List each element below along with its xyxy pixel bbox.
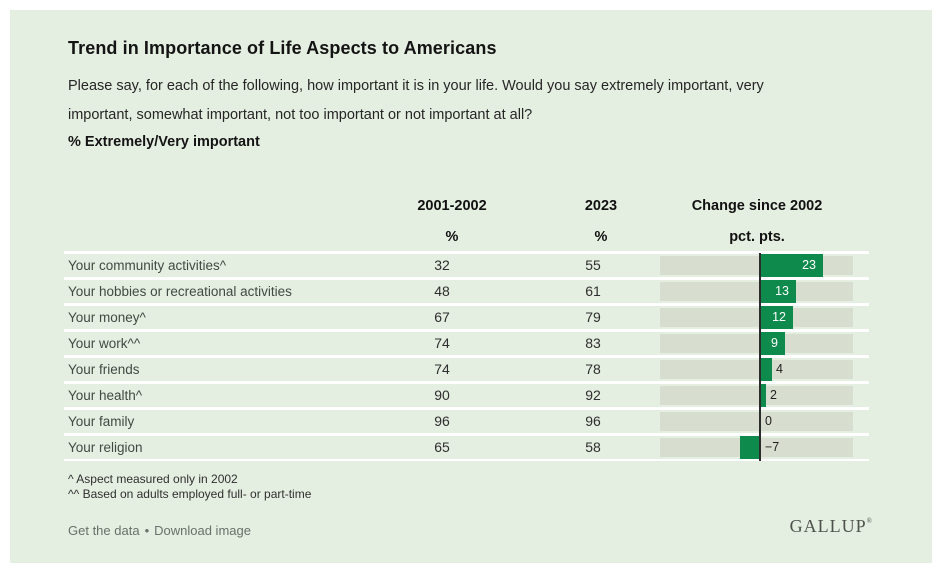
measure-label: % Extremely/Very important [68, 134, 260, 150]
change-value-label: 12 [772, 310, 786, 324]
survey-question: Please say, for each of the following, h… [68, 72, 888, 129]
value-2001-2002: 90 [434, 387, 450, 403]
value-2023: 92 [585, 387, 601, 403]
column-header-2001-2002: 2001-2002 [417, 198, 487, 214]
column-header-2023: 2023 [584, 198, 618, 214]
change-value-label: −7 [765, 440, 780, 454]
change-bar [761, 384, 766, 407]
table-row: Your work^^ 74 83 9 [64, 332, 869, 355]
table-row: Your friends 74 78 4 [64, 358, 869, 381]
table-row: Your religion 65 58 −7 [64, 436, 869, 459]
survey-question-line1: Please say, for each of the following, h… [68, 78, 764, 94]
column-unit-2001-2002: % [445, 229, 459, 245]
table-row: Your community activities^ 32 55 23 [64, 254, 869, 277]
column-unit-change: pct. pts. [729, 229, 785, 245]
gallup-logo-text: GALLUP [789, 516, 867, 536]
gallup-logo: GALLUP® [790, 516, 872, 537]
change-value-label: 0 [765, 414, 772, 428]
table-row: Your family 96 96 0 [64, 410, 869, 433]
footnote-2: ^^ Based on adults employed full- or par… [68, 486, 312, 501]
footer-separator: • [144, 523, 150, 538]
value-2023: 79 [585, 309, 601, 325]
value-2001-2002: 48 [434, 283, 450, 299]
page-title: Trend in Importance of Life Aspects to A… [68, 38, 497, 58]
get-the-data-link[interactable]: Get the data [68, 523, 140, 538]
change-bar-track [660, 256, 853, 275]
row-label: Your health^ [68, 388, 143, 403]
value-2001-2002: 96 [434, 413, 450, 429]
change-bar [761, 254, 823, 277]
row-label: Your religion [68, 440, 143, 455]
change-bar [761, 332, 785, 355]
value-2023: 61 [585, 283, 601, 299]
footnotes: ^ Aspect measured only in 2002 ^^ Based … [68, 472, 311, 501]
download-image-link[interactable]: Download image [154, 523, 251, 538]
change-bar-track [660, 412, 853, 431]
change-value-label: 9 [771, 336, 778, 350]
column-unit-2023: % [594, 229, 608, 245]
row-label: Your family [68, 414, 135, 429]
value-2001-2002: 32 [434, 257, 450, 273]
change-bar-track [660, 360, 853, 379]
row-label: Your hobbies or recreational activities [68, 284, 292, 299]
row-label: Your money^ [68, 310, 146, 325]
value-2023: 58 [585, 439, 601, 455]
row-label: Your friends [68, 362, 140, 377]
table-row: Your health^ 90 92 2 [64, 384, 869, 407]
row-label: Your work^^ [68, 336, 141, 351]
change-value-label: 23 [802, 258, 816, 272]
value-2023: 55 [585, 257, 601, 273]
change-bar [740, 436, 759, 459]
table-row: Your money^ 67 79 12 [64, 306, 869, 329]
footer-links: Get the data • Download image [68, 523, 251, 538]
change-bar [761, 358, 772, 381]
change-bar-track [660, 282, 853, 301]
value-2001-2002: 74 [434, 361, 450, 377]
value-2023: 78 [585, 361, 601, 377]
column-header-change: Change since 2002 [691, 198, 823, 214]
gallup-chart-card: Trend in Importance of Life Aspects to A… [10, 10, 932, 563]
table-row: Your hobbies or recreational activities 4… [64, 280, 869, 303]
value-2023: 96 [585, 413, 601, 429]
change-value-label: 4 [776, 362, 783, 376]
zero-axis-line [759, 253, 761, 461]
value-2001-2002: 65 [434, 439, 450, 455]
change-bar-track [660, 308, 853, 327]
change-bar-track [660, 386, 853, 405]
change-bar [761, 280, 796, 303]
change-bar [761, 306, 793, 329]
value-2001-2002: 67 [434, 309, 450, 325]
value-2023: 83 [585, 335, 601, 351]
change-bar-track [660, 334, 853, 353]
registered-mark-icon: ® [866, 517, 872, 525]
data-table: Your community activities^ 32 55 23 Your hob… [64, 251, 869, 461]
footnote-1: ^ Aspect measured only in 2002 [68, 472, 238, 486]
change-value-label: 13 [775, 284, 789, 298]
value-2001-2002: 74 [434, 335, 450, 351]
change-value-label: 2 [770, 388, 777, 402]
row-label: Your community activities^ [68, 258, 227, 273]
survey-question-line2: important, somewhat important, not too i… [68, 106, 533, 123]
